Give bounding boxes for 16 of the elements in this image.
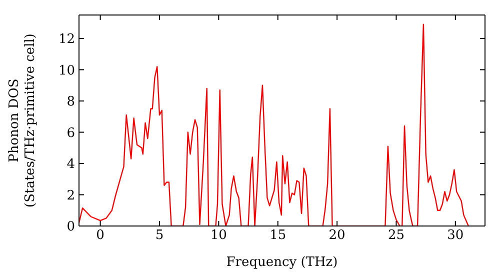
y-tick-label: 8 bbox=[66, 94, 75, 110]
x-tick-label: 5 bbox=[155, 228, 164, 244]
x-tick-label: 0 bbox=[96, 228, 104, 244]
x-tick-label: 10 bbox=[210, 228, 227, 244]
y-tick-label: 2 bbox=[66, 188, 75, 204]
y-tick-label: 4 bbox=[66, 157, 75, 172]
x-tick-label: 20 bbox=[328, 228, 346, 244]
line-series bbox=[79, 24, 470, 226]
x-tick-label: 30 bbox=[447, 228, 464, 244]
y-tick-label: 6 bbox=[66, 126, 75, 141]
x-axis-title: Frequency (THz) bbox=[226, 255, 338, 270]
y-tick-label: 12 bbox=[58, 32, 75, 48]
y-tick-label: 10 bbox=[58, 63, 75, 78]
x-tick-label: 25 bbox=[388, 228, 404, 244]
x-tick-label: 15 bbox=[270, 228, 286, 244]
y-axis-title: Phonon DOS (States/THz·primitive cell) bbox=[7, 33, 38, 208]
